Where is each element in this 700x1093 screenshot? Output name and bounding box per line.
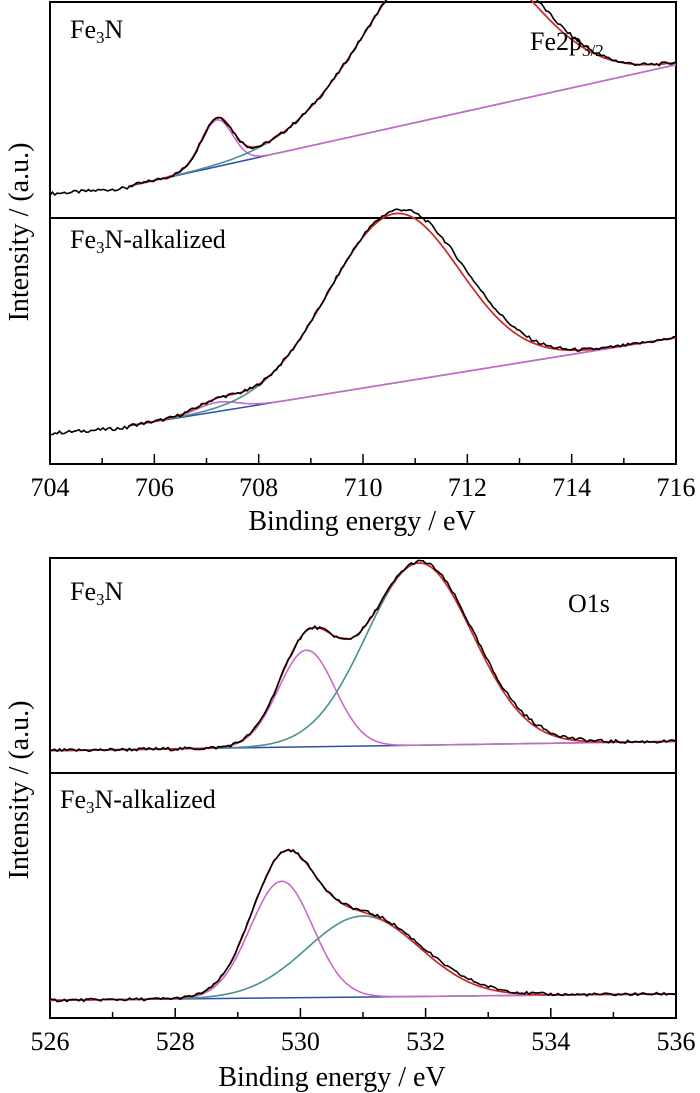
o1s-panel-1-peak-1	[50, 915, 676, 1002]
fe2p-sample-label-top: Fe3N	[70, 15, 124, 47]
fe2p-panel-fe3n-alkalized	[49, 208, 677, 436]
o1s-panel-fe3n	[49, 559, 677, 753]
o1s-x-tick-label: 532	[406, 1027, 445, 1056]
fe2p-panel-0-peak-0	[129, 64, 677, 187]
o1s-core-level-label: O1s	[568, 589, 610, 618]
o1s-x-tick-label: 536	[657, 1027, 696, 1056]
fe2p-x-tick-label: 716	[657, 473, 696, 502]
fe2p-panel-1-raw-data	[49, 208, 677, 436]
o1s-y-axis-title: Intensity / (a.u.)	[4, 701, 35, 880]
o1s-sample-label-bottom: Fe3N-alkalized	[60, 785, 216, 817]
o1s-panel-0-raw-data	[49, 559, 677, 753]
o1s-chart: Fe3N O1s Fe3N-alkalized 526 528 530 532 534 5…	[4, 557, 696, 1093]
fe2p-y-axis-title: Intensity / (a.u.)	[4, 143, 35, 322]
fe2p-x-tick-label: 704	[31, 473, 70, 502]
o1s-x-tick-label: 526	[31, 1027, 70, 1056]
fe2p-x-tick-label: 712	[448, 473, 487, 502]
fe2p-x-ticks: 704 706 708 710 712 714 716	[31, 454, 696, 502]
o1s-panel-0-peak-0	[50, 649, 676, 752]
fe2p-x-tick-label: 714	[552, 473, 591, 502]
o1s-panel-1-envelope	[50, 849, 676, 1002]
fe2p-x-axis-title: Binding energy / eV	[248, 506, 475, 537]
o1s-x-ticks: 526 528 530 532 534 536	[31, 1008, 696, 1056]
fe2p-sample-label-bottom: Fe3N-alkalized	[70, 225, 226, 257]
fe2p-x-tick-label: 708	[239, 473, 278, 502]
fe2p-panel-1-peak-0	[129, 336, 677, 427]
fe2p-core-level-label: Fe2p3/2	[530, 27, 604, 60]
fe2p-x-tick-label: 710	[344, 473, 383, 502]
fe2p-panel-fe3n	[49, 0, 677, 196]
fe2p-panel-0-peak-1	[129, 0, 677, 187]
fe2p-panel-0-envelope	[129, 0, 677, 187]
o1s-x-tick-label: 534	[531, 1027, 570, 1056]
o1s-panel-1-peak-0	[50, 880, 676, 1002]
fe2p-x-tick-label: 706	[135, 473, 174, 502]
o1s-panel-fe3n-alkalized	[49, 848, 677, 1003]
o1s-sample-label-top: Fe3N	[70, 577, 124, 609]
o1s-panel-1-raw-data	[49, 848, 677, 1003]
fe2p-panel-0-raw-data	[49, 0, 677, 196]
o1s-x-tick-label: 530	[281, 1027, 320, 1056]
o1s-x-tick-label: 528	[156, 1027, 195, 1056]
o1s-x-axis-title: Binding energy / eV	[218, 1062, 445, 1093]
fe2p-chart: Fe3N Fe2p3/2 Fe3N-alkalized 704 706 708 710…	[4, 0, 696, 537]
